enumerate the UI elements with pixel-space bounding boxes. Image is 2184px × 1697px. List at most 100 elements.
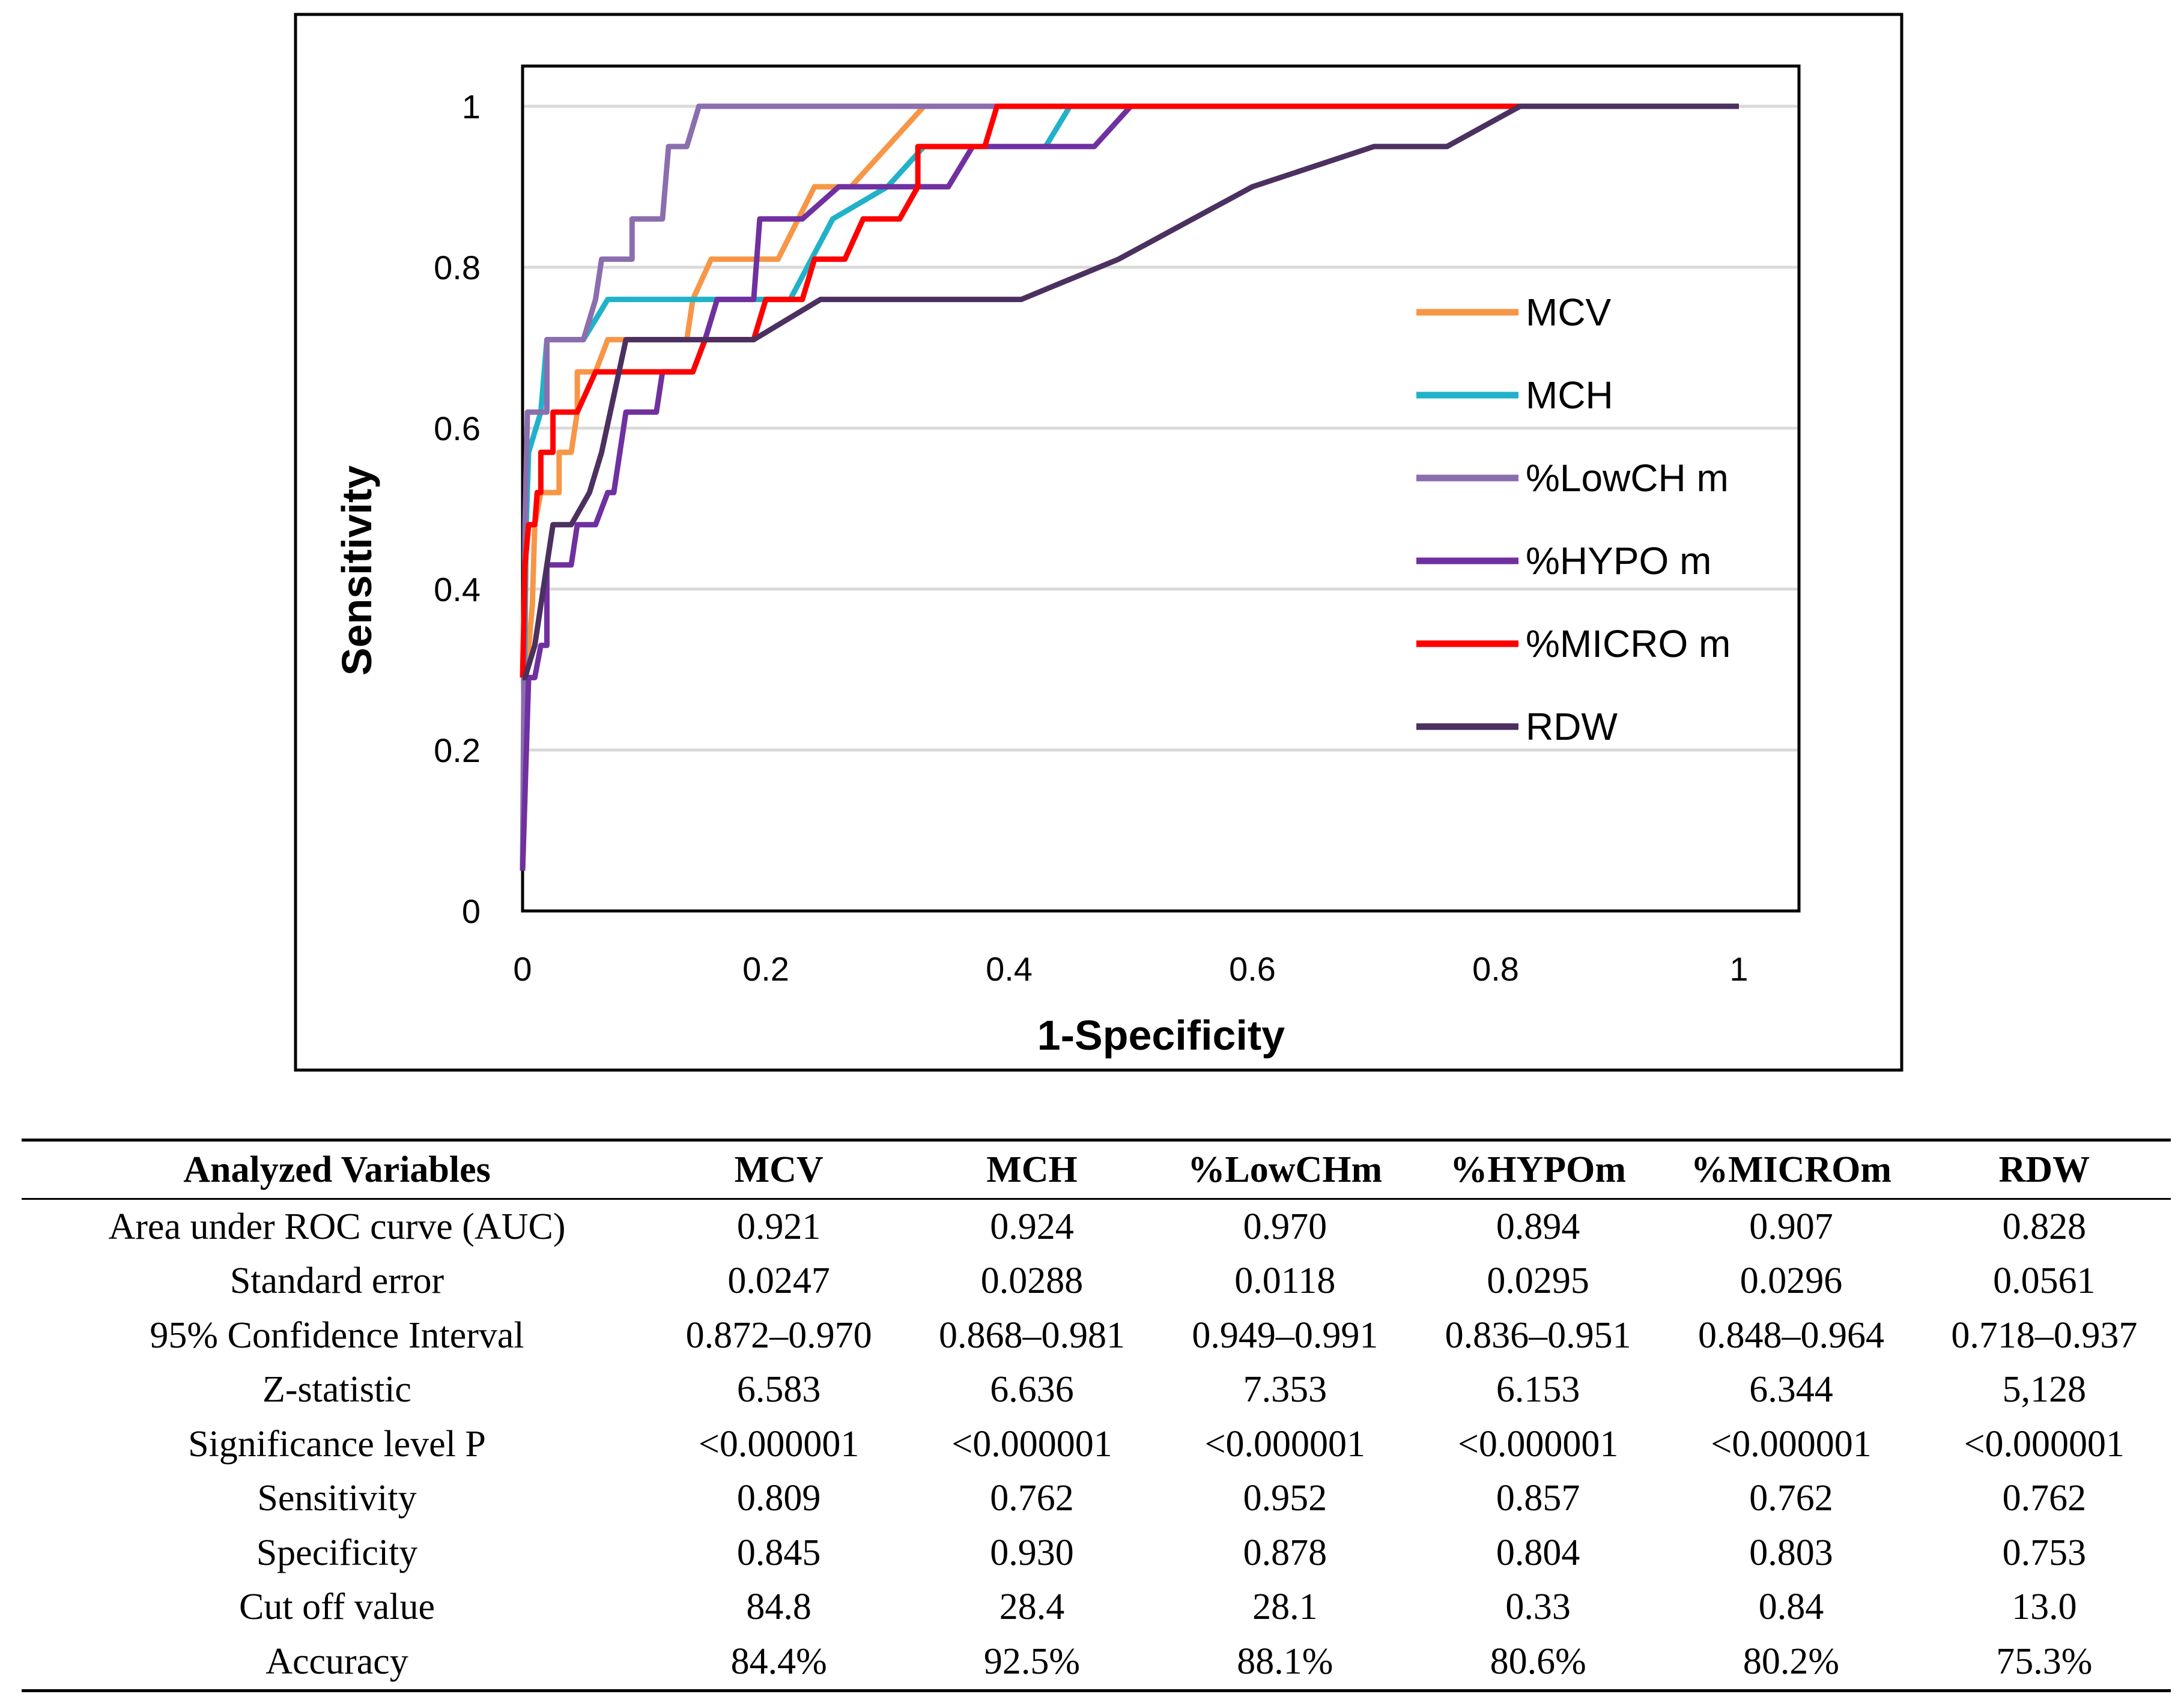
x-axis-ticks: 0 0.2 0.4 0.6 0.8 1 (513, 950, 1748, 988)
table-cell: 80.2% (1664, 1635, 1918, 1692)
table-cell: 0.970 (1243, 1206, 1327, 1247)
table-cell: 0.0118 (1234, 1260, 1336, 1302)
legend-label-hypo-m: %HYPO m (1526, 539, 1711, 582)
legend-label-mch: MCH (1526, 374, 1613, 417)
row-label: Cut off value (238, 1587, 435, 1628)
table-cell: <0.000001 (698, 1423, 860, 1465)
table-cell: 0.0247 (727, 1260, 830, 1302)
row-label: Sensitivity (257, 1478, 417, 1519)
legend-label-mcv: MCV (1526, 291, 1612, 334)
column-header: Analyzed Variables (22, 1139, 652, 1200)
column-header: RDW (1917, 1139, 2171, 1200)
y-tick-label: 0 (462, 892, 481, 930)
y-tick-label: 1 (462, 88, 481, 126)
table-cell: 6.344 (1749, 1369, 1833, 1411)
x-tick-label: 0.4 (986, 950, 1033, 988)
x-tick-label: 0 (513, 950, 532, 988)
table-cell: 0.857 (1496, 1478, 1580, 1519)
table-cell: 6.153 (1496, 1369, 1580, 1411)
table-cell: 0.868–0.981 (938, 1314, 1125, 1356)
table-cell: <0.000001 (1711, 1423, 1872, 1465)
table-body: Area under ROC curve (AUC) 0.921 0.924 0.97… (22, 1199, 2171, 1692)
table-cell: 0.907 (1749, 1206, 1833, 1247)
row-label: Area under ROC curve (AUC) (108, 1206, 566, 1247)
table-cell: 6.636 (990, 1369, 1074, 1411)
table-cell: 92.5% (905, 1635, 1159, 1692)
table-row: 95% Confidence Interval 0.872–0.970 0.868–… (22, 1308, 2171, 1363)
y-tick-label: 0.2 (434, 731, 481, 769)
plot-area-border (521, 64, 1801, 913)
table-row: Accuracy 84.4% 92.5% 88.1% 80.6% 80.2% 75.3% (22, 1635, 2171, 1692)
table-cell: 0.848–0.964 (1697, 1314, 1884, 1356)
table-cell: 88.1% (1158, 1635, 1412, 1692)
table-cell: 0.0288 (980, 1260, 1084, 1302)
y-axis-title: Sensitivity (333, 465, 380, 676)
table-cell: 0.836–0.951 (1445, 1314, 1631, 1356)
table-cell: 0.921 (736, 1206, 821, 1247)
x-tick-label: 0.8 (1472, 950, 1519, 988)
table-cell: <0.000001 (1204, 1423, 1366, 1465)
table-cell: 0.762 (1749, 1478, 1833, 1519)
series-line-hypo-m (520, 103, 1739, 871)
table-cell: 0.872–0.970 (685, 1314, 872, 1356)
table-cell: <0.000001 (951, 1423, 1112, 1465)
column-header: %LowCHm (1158, 1139, 1412, 1200)
x-tick-label: 0.2 (742, 950, 789, 988)
table-cell: 84.4% (652, 1635, 906, 1692)
legend-label-micro-m: %MICRO m (1526, 622, 1731, 665)
table-cell: 0.878 (1243, 1532, 1327, 1573)
y-tick-label: 0.4 (434, 570, 481, 608)
table-cell: 84.8 (746, 1587, 811, 1628)
y-tick-label: 0.8 (434, 249, 481, 286)
legend-label-lowch-m: %LowCH m (1526, 456, 1729, 500)
table-cell: 0.809 (736, 1478, 821, 1519)
table-cell: 0.762 (2002, 1478, 2087, 1519)
table-header-row: Analyzed Variables MCV MCH %LowCHm %HYPOm %MI… (22, 1139, 2171, 1200)
table-cell: 7.353 (1243, 1369, 1327, 1411)
table-cell: 0.762 (990, 1478, 1074, 1519)
table-cell: 75.3% (1917, 1635, 2171, 1692)
table-cell: 6.583 (736, 1369, 821, 1411)
y-axis-ticks: 0 0.2 0.4 0.6 0.8 1 (434, 88, 481, 930)
table-cell: 0.949–0.991 (1192, 1314, 1379, 1356)
table-row: Area under ROC curve (AUC) 0.921 0.924 0.97… (22, 1199, 2171, 1254)
table-cell: 0.753 (2002, 1532, 2087, 1573)
x-tick-label: 0.6 (1229, 950, 1276, 988)
table-cell: 0.33 (1505, 1587, 1571, 1628)
table-cell: <0.000001 (1964, 1423, 2125, 1465)
table-cell: 28.1 (1252, 1587, 1318, 1628)
legend-label-rdw: RDW (1526, 705, 1618, 748)
row-label: Z-statistic (262, 1369, 411, 1411)
column-header: MCV (652, 1139, 906, 1200)
table-cell: 28.4 (999, 1587, 1065, 1628)
table-cell: <0.000001 (1457, 1423, 1619, 1465)
row-label: Standard error (229, 1260, 444, 1302)
series-line-lowch-m (520, 103, 1739, 871)
legend: MCV MCH %LowCH m %HYPO m %MICRO m RDW (1416, 291, 1731, 748)
table-cell: 0.828 (2002, 1206, 2087, 1247)
statistics-table-container: Analyzed Variables MCV MCH %LowCHm %HYPOm %MI… (22, 1139, 2171, 1692)
table-cell: 0.718–0.937 (1951, 1314, 2138, 1356)
row-label: 95% Confidence Interval (150, 1314, 524, 1356)
series-line-rdw (522, 103, 1739, 680)
table-cell: 0.84 (1758, 1587, 1824, 1628)
column-header: %HYPOm (1411, 1139, 1665, 1200)
table-row: Standard error 0.0247 0.0288 0.0118 0.0295 0.… (22, 1254, 2171, 1309)
x-axis-title: 1-Specificity (1037, 1012, 1285, 1059)
table-cell: 0.0296 (1740, 1260, 1843, 1302)
table-row: Cut off value 84.8 28.4 28.1 0.33 0.84 13.0 (22, 1581, 2171, 1635)
table-row: Specificity 0.845 0.930 0.878 0.804 0.803 0.75… (22, 1526, 2171, 1581)
table-cell: 0.845 (736, 1532, 821, 1573)
table-row: Significance level P <0.000001 <0.000001 <0… (22, 1417, 2171, 1472)
y-tick-label: 0.6 (434, 410, 481, 447)
table-cell: 0.0295 (1487, 1260, 1589, 1302)
roc-curves (520, 103, 1739, 871)
series-line-mcv (520, 103, 1739, 871)
table-cell: 0.952 (1243, 1478, 1327, 1519)
table-cell: 0.894 (1496, 1206, 1580, 1247)
column-header: %MICROm (1664, 1139, 1918, 1200)
table-cell: 0.924 (990, 1206, 1074, 1247)
table-cell: 13.0 (2012, 1587, 2077, 1628)
table-row: Z-statistic 6.583 6.636 7.353 6.153 6.344 5,12… (22, 1363, 2171, 1418)
row-label: Significance level P (188, 1423, 486, 1465)
